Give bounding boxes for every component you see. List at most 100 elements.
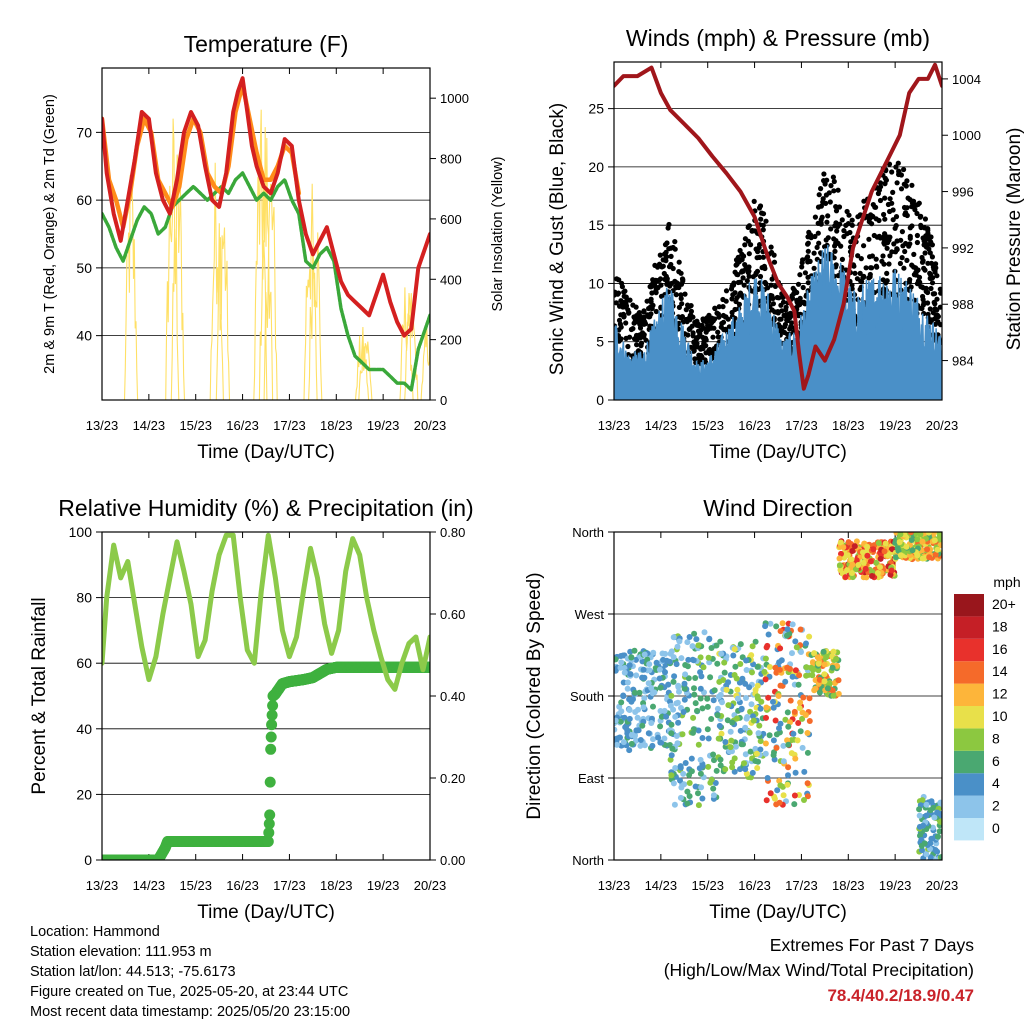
- direction-dot: [750, 717, 757, 724]
- precip-dot: [263, 818, 275, 830]
- humidity-ylabel: Percent & Total Rainfall: [29, 597, 50, 794]
- precip-dot: [265, 731, 277, 743]
- direction-dot: [815, 667, 822, 674]
- solar-trace: [258, 127, 274, 400]
- gust-dot: [782, 321, 789, 328]
- direction-dot: [668, 752, 675, 759]
- direction-dot: [717, 691, 724, 698]
- gust-dot: [618, 324, 624, 330]
- gust-dot: [909, 182, 915, 188]
- direction-dot: [770, 752, 777, 759]
- gust-dot: [884, 245, 890, 251]
- direction-dot: [806, 633, 813, 640]
- direction-dot: [731, 672, 738, 678]
- direction-dot: [892, 539, 899, 546]
- gust-dot: [756, 245, 762, 251]
- recent-timestamp: Most recent data timestamp: 2025/05/20 2…: [30, 1004, 351, 1020]
- direction-dot: [646, 661, 653, 668]
- direction-dot: [747, 708, 754, 715]
- gust-dot: [780, 299, 787, 305]
- y-tick-label: 25: [588, 101, 604, 117]
- direction-dot: [788, 750, 795, 757]
- y-tick-label: 20: [76, 786, 92, 802]
- gust-dot: [802, 270, 809, 276]
- direction-dot: [695, 802, 702, 809]
- direction-dot: [699, 735, 706, 741]
- gust-dot: [868, 212, 874, 218]
- direction-dot: [848, 556, 855, 563]
- direction-dot: [779, 783, 786, 790]
- gust-dot: [723, 298, 729, 304]
- gust-dot: [839, 217, 845, 223]
- direction-dot: [923, 851, 930, 858]
- y-tick-label: West: [575, 607, 605, 622]
- direction-dot: [742, 724, 749, 731]
- plot-border: [101, 67, 431, 401]
- gust-dot: [873, 263, 880, 269]
- direction-dot: [762, 740, 769, 747]
- y2-tick-label: 200: [440, 333, 462, 348]
- gust-dot: [641, 314, 647, 320]
- gust-dot: [694, 344, 700, 350]
- y-tick-label: South: [570, 689, 604, 704]
- winds-title: Winds (mph) & Pressure (mb): [626, 25, 930, 51]
- direction-dot: [624, 679, 631, 686]
- y-tick-label: 80: [76, 590, 92, 606]
- direction-dot: [875, 540, 882, 546]
- gust-dot: [893, 164, 899, 170]
- temperature-ylabel: 2m & 9m T (Red, Orange) & 2m Td (Green): [42, 94, 58, 374]
- gust-dot: [833, 208, 840, 214]
- direction-dot: [691, 691, 698, 698]
- gust-dot: [742, 262, 748, 268]
- gust-dot: [672, 246, 678, 252]
- gust-dot: [836, 204, 843, 210]
- gust-dot: [830, 174, 837, 180]
- direction-dot: [835, 677, 842, 684]
- direction-dot: [778, 657, 785, 664]
- direction-dot: [864, 543, 871, 550]
- direction-dot: [646, 667, 653, 674]
- wind_direction-xlabel: Time (Day/UTC): [709, 902, 847, 923]
- solar-trace: [308, 232, 323, 400]
- gust-dot: [912, 207, 918, 213]
- gust-dot: [929, 254, 936, 260]
- direction-dot: [705, 735, 712, 742]
- x-tick-label: 15/23: [179, 418, 212, 433]
- x-tick-label: 16/23: [738, 878, 771, 893]
- direction-dot: [630, 696, 636, 703]
- direction-dot: [711, 757, 717, 764]
- gust-dot: [775, 310, 781, 316]
- direction-dot: [777, 645, 784, 652]
- station-info: Location: Hammond Station elevation: 111…: [30, 922, 350, 1022]
- direction-dot: [621, 669, 628, 676]
- y-tick-label: 15: [588, 217, 604, 233]
- direction-dot: [844, 552, 851, 559]
- direction-dot: [678, 784, 685, 791]
- direction-dot: [773, 731, 780, 738]
- gust-dot: [889, 200, 895, 206]
- gust-dot: [848, 239, 854, 245]
- colorbar-swatch: [954, 594, 984, 617]
- direction-dot: [614, 726, 618, 733]
- direction-dot: [668, 648, 675, 655]
- gust-dot: [818, 203, 825, 209]
- y-tick-label: 10: [588, 275, 604, 291]
- gust-dot: [882, 195, 888, 201]
- direction-dot: [767, 790, 774, 797]
- direction-dot: [754, 663, 761, 670]
- gust-dot: [837, 221, 843, 227]
- gust-dot: [715, 334, 721, 340]
- direction-dot: [777, 682, 784, 689]
- direction-dot: [796, 672, 803, 679]
- gust-dot: [843, 222, 849, 228]
- direction-dot: [626, 706, 633, 713]
- gust-dot: [923, 288, 929, 294]
- station-latlon: Station lat/lon: 44.513; -75.6173: [30, 964, 236, 980]
- direction-dot: [670, 780, 677, 787]
- direction-dot: [790, 730, 797, 737]
- direction-dot: [686, 780, 693, 786]
- solar-trace: [215, 227, 231, 400]
- direction-dot: [773, 623, 780, 630]
- colorbar-swatch: [954, 683, 984, 706]
- direction-dot: [804, 793, 811, 800]
